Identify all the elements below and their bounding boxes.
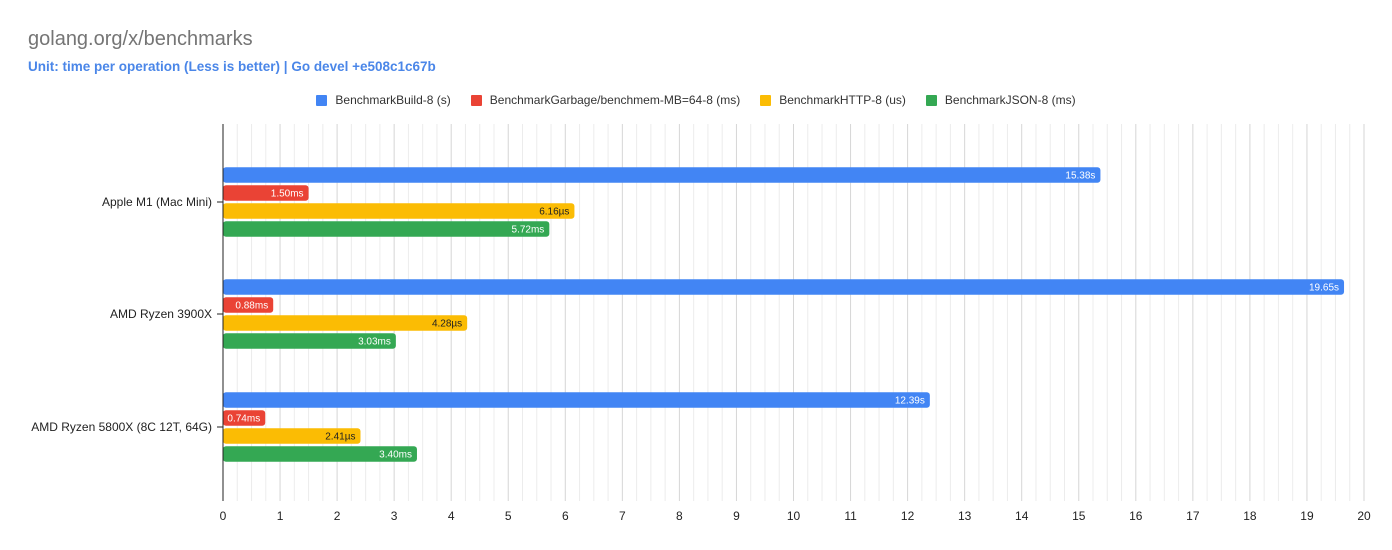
bar-2-1 — [223, 279, 1345, 295]
x-tick-label: 9 — [733, 509, 740, 523]
bar-value-label: 1.50ms — [271, 189, 304, 200]
x-tick-label: 3 — [391, 509, 398, 523]
bar-value-label: 6.16µs — [539, 207, 569, 218]
x-tick-label: 20 — [1357, 509, 1371, 523]
bar-value-label: 2.41µs — [325, 432, 355, 443]
bar-value-label: 0.74ms — [227, 414, 260, 425]
x-tick-label: 14 — [1015, 509, 1029, 523]
legend-swatch-http — [760, 94, 772, 106]
category-label: Apple M1 (Mac Mini) — [102, 195, 212, 209]
legend-swatch-build — [316, 94, 328, 106]
bar-2-3 — [223, 315, 468, 331]
x-tick-label: 13 — [958, 509, 972, 523]
x-tick-label: 4 — [448, 509, 455, 523]
bar-value-label: 19.65s — [1309, 283, 1339, 294]
bar-1-1 — [223, 167, 1101, 183]
legend-label-build: BenchmarkBuild-8 (s) — [335, 93, 451, 107]
bar-value-label: 0.88ms — [235, 301, 268, 312]
bar-3-3 — [223, 428, 361, 444]
legend-item-garbage: BenchmarkGarbage/benchmem-MB=64-8 (ms) — [470, 92, 741, 108]
x-tick-label: 19 — [1300, 509, 1314, 523]
legend-item-http: BenchmarkHTTP-8 (us) — [760, 92, 906, 108]
x-tick-label: 8 — [676, 509, 683, 523]
chart-legend: BenchmarkBuild-8 (s) BenchmarkGarbage/be… — [0, 92, 1392, 108]
category-label: AMD Ryzen 3900X — [110, 307, 212, 321]
bar-value-label: 4.28µs — [432, 319, 462, 330]
bar-1-3 — [223, 203, 575, 219]
bar-2-4 — [223, 333, 396, 349]
x-tick-label: 2 — [334, 509, 341, 523]
bar-value-label: 3.40ms — [379, 450, 412, 461]
x-tick-label: 18 — [1243, 509, 1257, 523]
x-tick-label: 16 — [1129, 509, 1143, 523]
bar-value-label: 15.38s — [1065, 171, 1095, 182]
x-tick-label: 17 — [1186, 509, 1200, 523]
x-tick-label: 1 — [277, 509, 284, 523]
x-tick-label: 0 — [220, 509, 227, 523]
x-tick-label: 10 — [787, 509, 801, 523]
legend-swatch-json — [925, 94, 937, 106]
bar-value-label: 5.72ms — [512, 225, 545, 236]
bar-1-2 — [223, 185, 309, 201]
bar-3-1 — [223, 392, 930, 408]
legend-swatch-garbage — [470, 94, 482, 106]
chart-title: golang.org/x/benchmarks — [28, 28, 253, 50]
bar-2-2 — [223, 297, 274, 313]
x-tick-label: 11 — [844, 509, 857, 523]
legend-label-json: BenchmarkJSON-8 (ms) — [944, 93, 1076, 107]
legend-item-json: BenchmarkJSON-8 (ms) — [925, 92, 1076, 108]
bar-3-2 — [223, 410, 266, 426]
bar-value-label: 12.39s — [895, 396, 925, 407]
bar-value-label: 3.03ms — [358, 337, 391, 348]
x-tick-label: 15 — [1072, 509, 1086, 523]
legend-label-http: BenchmarkHTTP-8 (us) — [779, 93, 906, 107]
x-tick-label: 5 — [505, 509, 512, 523]
category-label: AMD Ryzen 5800X (8C 12T, 64G) — [31, 420, 212, 434]
bar-1-4 — [223, 221, 550, 237]
x-tick-label: 7 — [619, 509, 626, 523]
x-tick-label: 6 — [562, 509, 569, 523]
legend-label-garbage: BenchmarkGarbage/benchmem-MB=64-8 (ms) — [489, 93, 741, 107]
x-tick-label: 12 — [901, 509, 915, 523]
chart-subtitle: Unit: time per operation (Less is better… — [28, 59, 436, 74]
legend-item-build: BenchmarkBuild-8 (s) — [316, 92, 451, 108]
bar-3-4 — [223, 446, 417, 462]
